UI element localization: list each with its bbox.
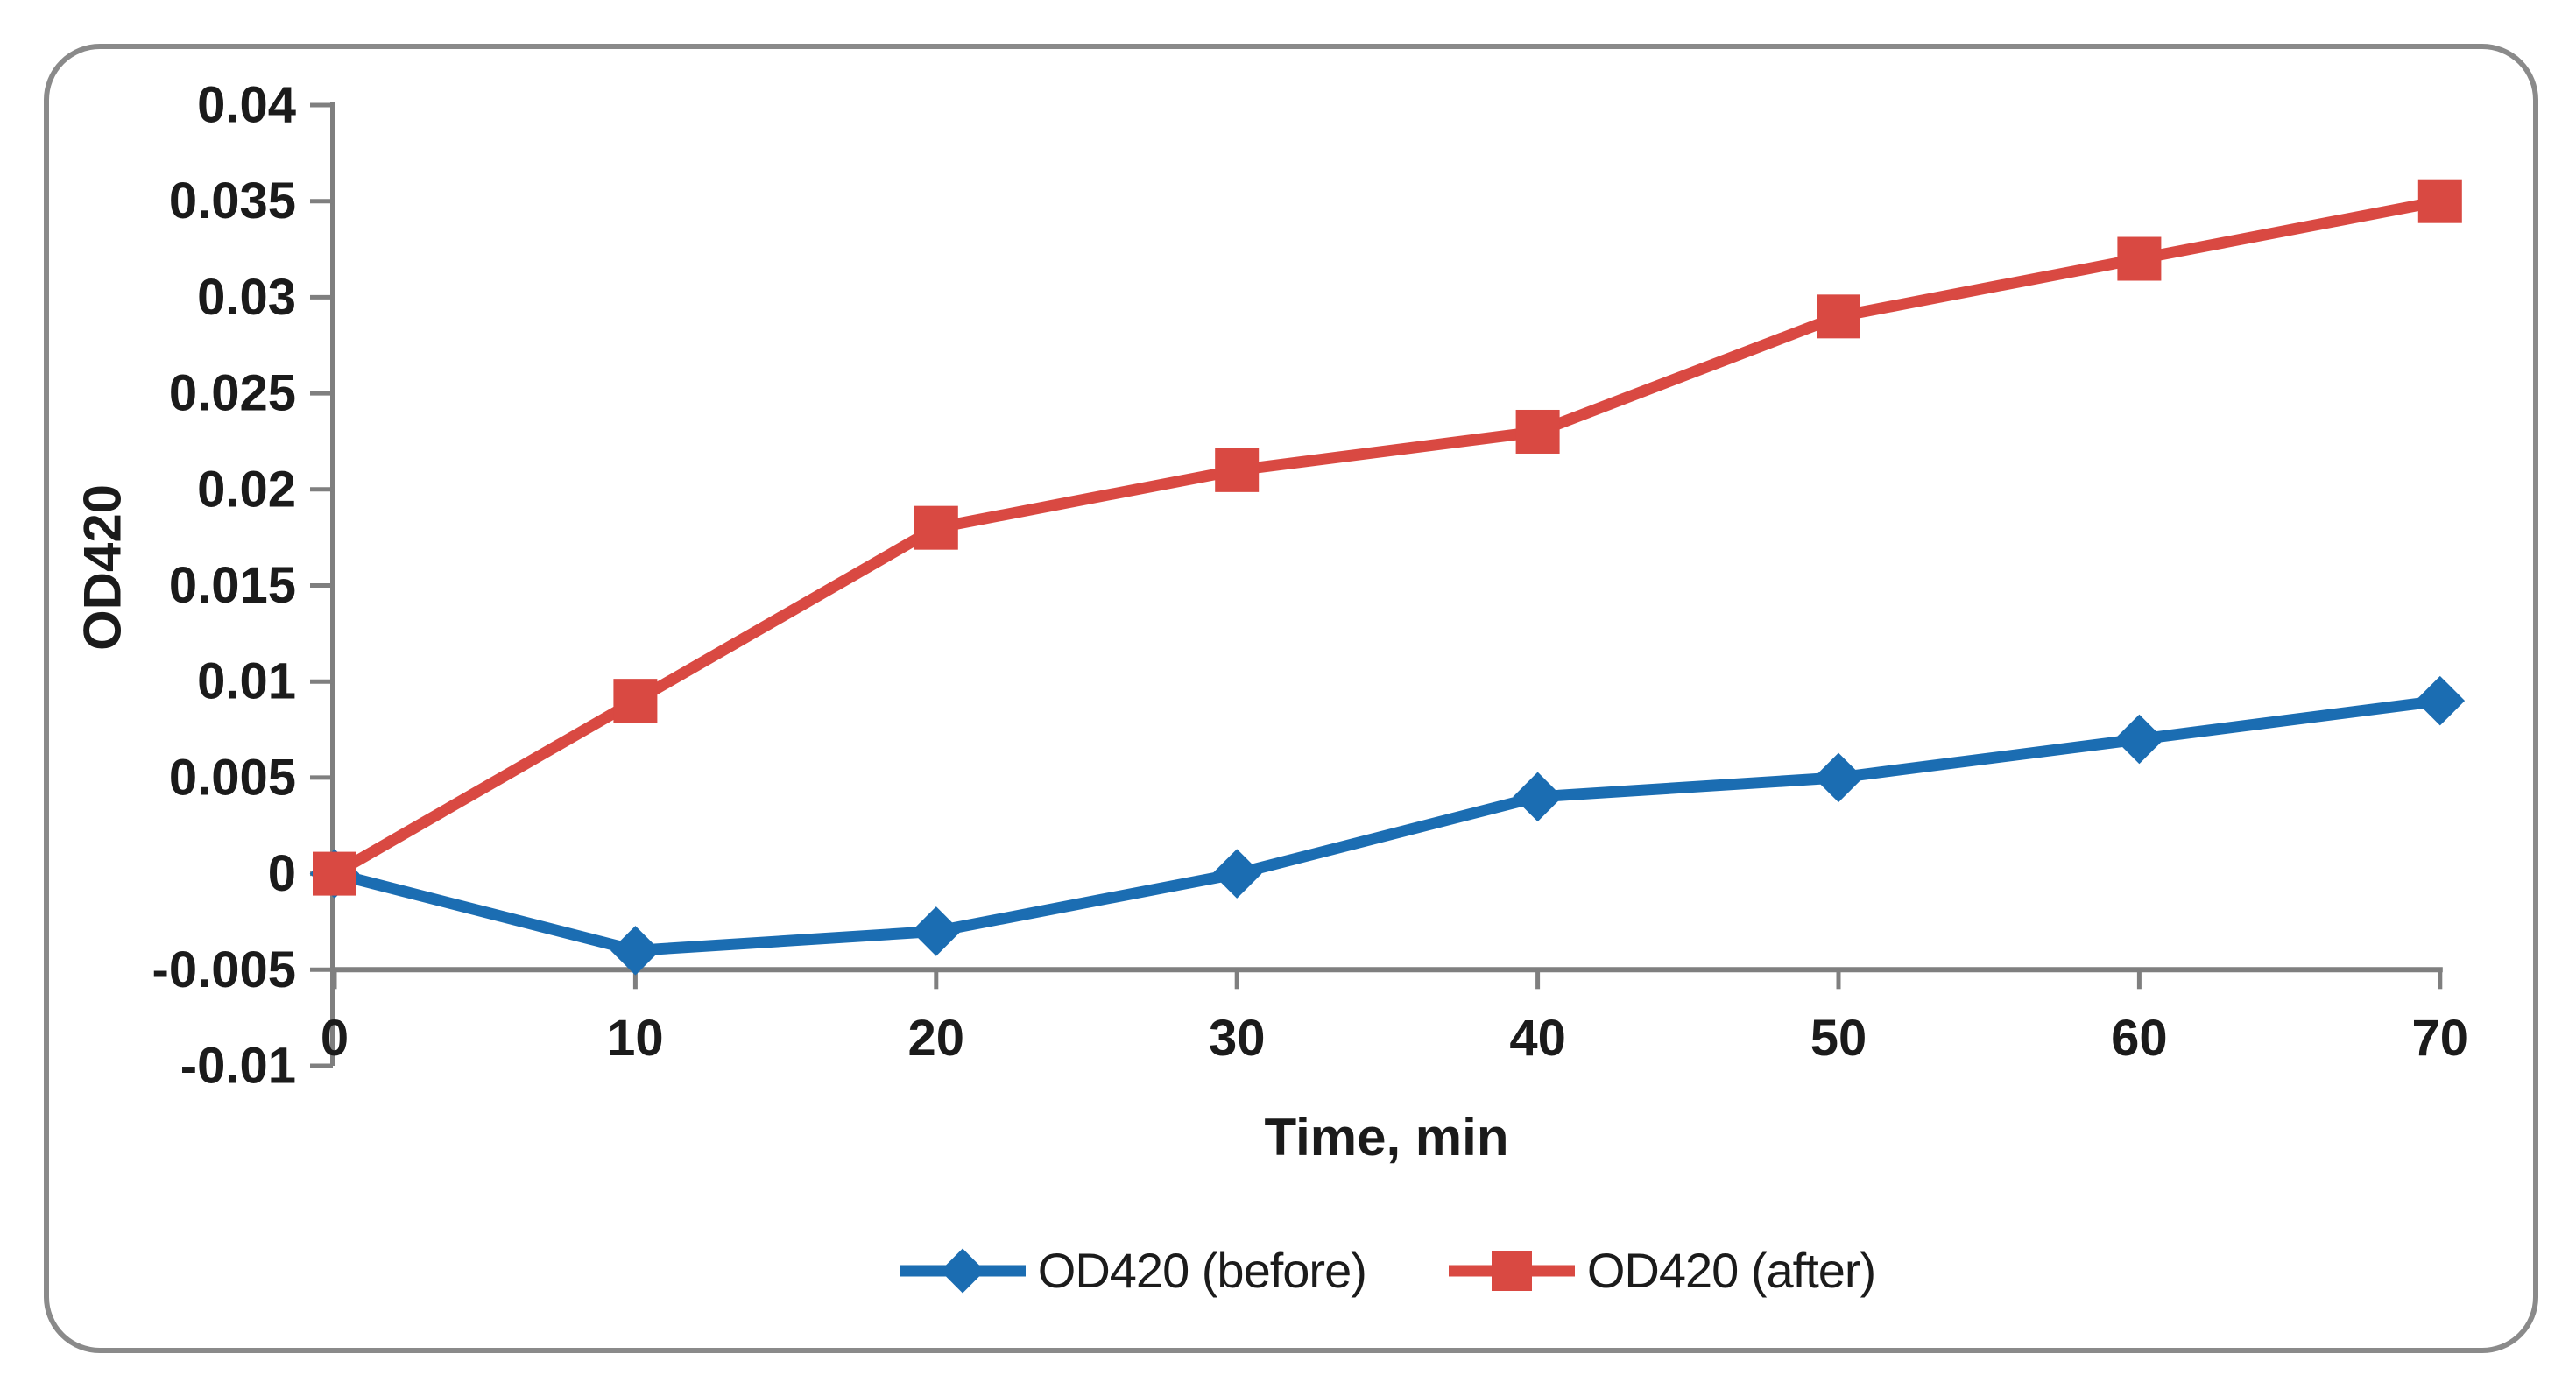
x-axis-title: Time, min [1264,1108,1509,1167]
before-series-line [333,694,2441,956]
diamond-marker-icon [899,1248,1026,1293]
after-series-marker [2117,236,2162,281]
y-tick-label: 0.03 [197,269,296,326]
x-tick-label: 70 [2412,1010,2469,1067]
x-tick-label: 30 [1209,1010,1266,1067]
legend-item-before: OD420 (before) [898,1242,1367,1299]
x-tick-label: 10 [607,1010,664,1067]
y-tick-label: 0.02 [197,461,296,518]
y-tick-label: 0.01 [197,653,296,710]
after-series-line [331,195,2442,879]
after-series-marker [613,679,658,723]
before-series-marker [2415,675,2466,726]
before-series-marker [2114,714,2164,765]
y-axis-title: OD420 [73,483,132,652]
x-tick-label: 0 [321,1010,349,1067]
x-tick-label: 60 [2111,1010,2168,1067]
y-tick-label: 0.015 [169,557,296,614]
before-series-marker [1513,772,1563,822]
after-series-marker [2417,179,2462,223]
legend: OD420 (before) OD420 (after) [333,1242,2440,1299]
after-series-marker [1215,448,1260,492]
x-tick-label: 40 [1509,1010,1566,1067]
before-series-marker [911,906,962,956]
y-tick-label: -0.005 [152,941,296,998]
legend-item-after: OD420 (after) [1447,1242,1876,1299]
y-tick-label: 0.025 [169,365,296,422]
y-tick-label: -0.01 [180,1038,296,1095]
after-series-marker [1515,409,1560,454]
legend-label-after: OD420 (after) [1586,1243,1876,1298]
y-tick-label: 0 [268,845,296,902]
before-series-marker [1813,752,1864,803]
before-series-marker [610,926,660,976]
after-series-marker [914,505,958,550]
y-tick-label: 0.035 [169,173,296,229]
before-series-marker [1211,849,1262,899]
x-tick-label: 20 [908,1010,965,1067]
legend-label-before: OD420 (before) [1037,1243,1367,1298]
y-tick-label: 0.04 [197,77,296,134]
after-series-marker [1817,294,1860,339]
x-tick-label: 50 [1810,1010,1867,1067]
after-series-marker [313,851,356,896]
legend-square-after [1491,1250,1532,1291]
legend-diamond-before [940,1248,985,1293]
y-tick-label: 0.005 [169,749,296,806]
square-marker-icon [1448,1250,1575,1291]
